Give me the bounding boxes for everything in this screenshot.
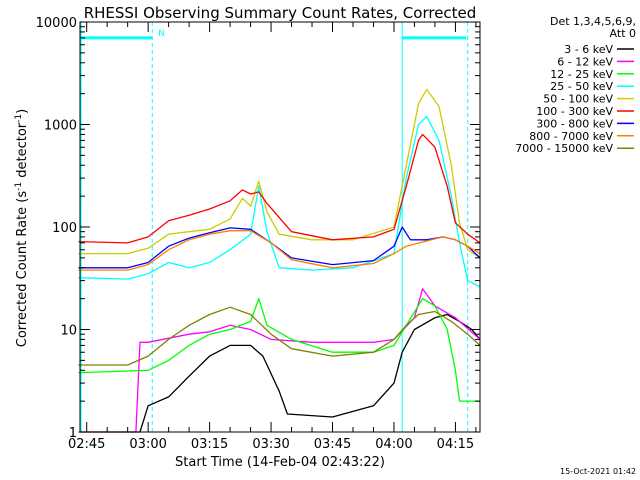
legend-label: 7000 - 15000 keV [515, 142, 613, 155]
series-line-0 [78, 313, 481, 433]
y-axis-label-exp1: -1 [14, 182, 24, 191]
legend-label: 800 - 7000 keV [529, 130, 613, 143]
y-axis-label-mid: detector [15, 122, 30, 182]
x-tick-label: 02:45 [68, 437, 105, 452]
series-line-8 [78, 306, 481, 366]
legend-label: 50 - 100 keV [543, 93, 613, 106]
y-axis-label-end: ) [15, 109, 30, 114]
x-tick-label: 03:15 [191, 437, 228, 452]
legend-header-line1: Det 1,3,4,5,6,9, [550, 15, 636, 28]
y-axis-label-exp2: -1 [14, 114, 24, 123]
chart-title: RHESSI Observing Summary Count Rates, Co… [84, 4, 477, 22]
legend-label: 25 - 50 keV [550, 80, 613, 93]
y-tick-label: 1000 [44, 119, 77, 134]
x-tick-label: 04:00 [375, 437, 412, 452]
x-tick-label: 03:30 [252, 437, 289, 452]
series-line-4 [78, 88, 481, 259]
x-tick-label: 04:15 [437, 437, 474, 452]
y-tick-label: 100 [52, 221, 77, 236]
series-line-2 [78, 297, 480, 402]
legend-label: 12 - 25 keV [550, 68, 613, 81]
legend-label: 100 - 300 keV [536, 105, 613, 118]
legend-header-line2: Att 0 [610, 27, 636, 40]
series-line-7 [78, 230, 481, 271]
y-tick-label: 1 [69, 426, 77, 441]
x-tick-label: 03:00 [129, 437, 166, 452]
legend-label: 300 - 800 keV [536, 117, 613, 130]
series-line-1 [78, 288, 481, 433]
legend-label: 3 - 6 keV [564, 43, 613, 56]
y-tick-label: 10000 [36, 16, 77, 31]
series-line-3 [78, 115, 481, 288]
footer-timestamp: 15-Oct-2021 01:42 [560, 467, 636, 476]
y-axis-label: Corrected Count Rate (s-1 detector-1) [14, 109, 30, 347]
series-layer [78, 88, 481, 433]
y-tick-label: 10 [60, 324, 77, 339]
series-line-5 [78, 133, 481, 244]
x-axis: 02:45 03:00 03:15 03:30 03:45 04:00 04:15 [68, 22, 477, 452]
legend-label: 6 - 12 keV [557, 55, 613, 68]
x-tick-label: 03:45 [314, 437, 351, 452]
y-axis-label-main: Corrected Count Rate (s [15, 191, 30, 348]
y-axis: 1 10 100 1000 10000 [36, 16, 480, 441]
x-axis-label: Start Time (14-Feb-04 02:43:22) [175, 455, 385, 470]
night-flag-label: N [158, 29, 165, 39]
